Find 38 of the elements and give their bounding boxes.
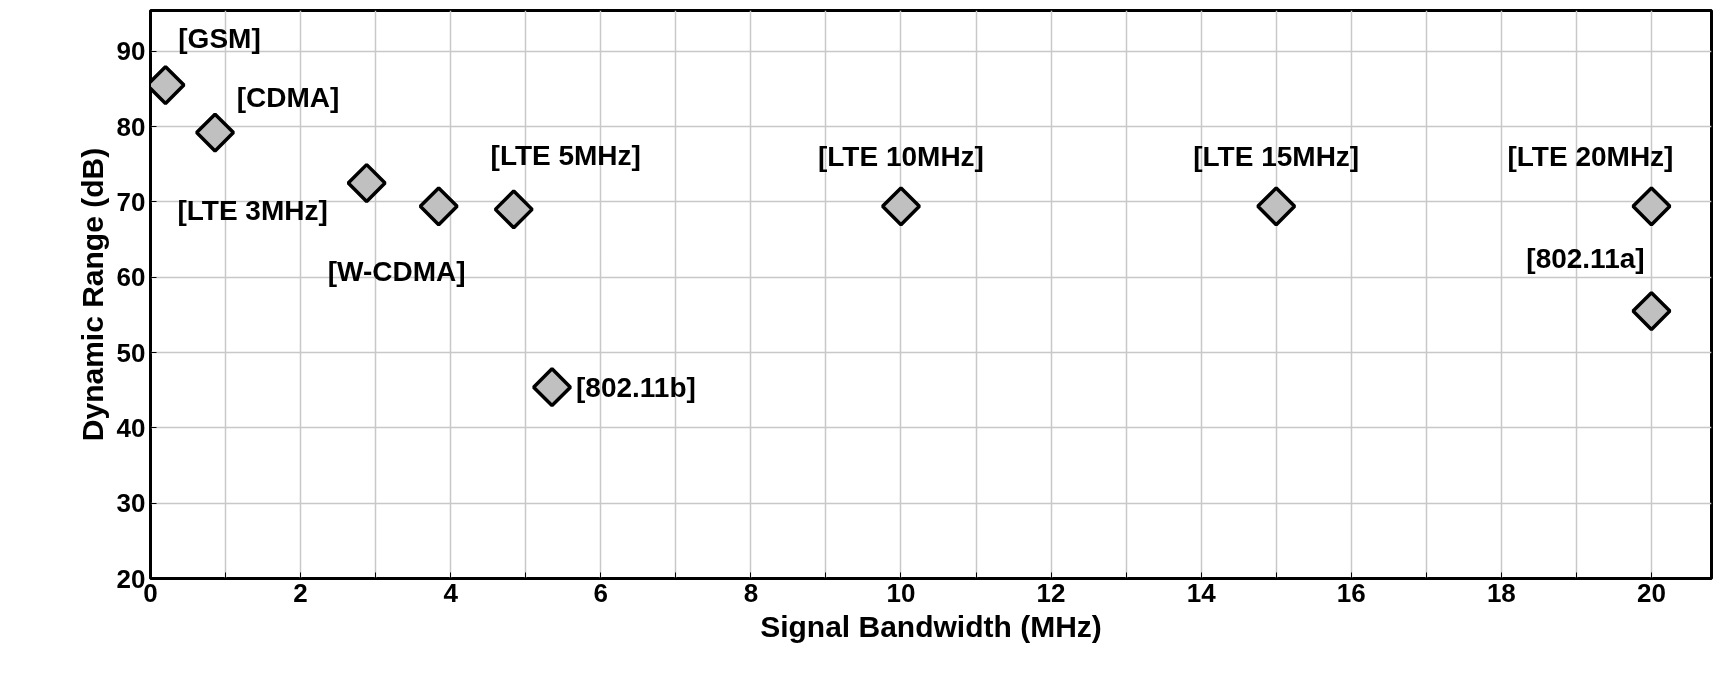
x-tick-label: 14 <box>1186 577 1217 608</box>
point <box>418 186 459 227</box>
annotation: [LTE 3MHz] <box>177 194 328 226</box>
y-tick-label: 50 <box>116 337 146 368</box>
annotation: [GSM] <box>178 22 261 54</box>
point <box>1631 290 1672 332</box>
x-tick-label: 4 <box>443 577 459 608</box>
y-tick-label: 60 <box>116 262 146 293</box>
point <box>1631 186 1672 227</box>
point <box>194 112 236 153</box>
annotation: [802.11a] <box>1526 242 1645 274</box>
x-tick-label: 2 <box>293 577 308 608</box>
x-tick-label: 6 <box>593 577 609 608</box>
x-tick-label: 10 <box>886 577 916 608</box>
annotation: [CDMA] <box>236 82 340 114</box>
point <box>346 162 387 204</box>
x-tick-label: 8 <box>743 577 759 608</box>
x-tick-label: 18 <box>1486 577 1516 608</box>
annotation: [LTE 15MHz] <box>1193 140 1360 172</box>
y-tick-label: 30 <box>116 488 146 519</box>
x-axis-title: Signal Bandwidth (MHz) <box>760 609 1102 643</box>
point <box>531 367 573 408</box>
y-tick-label: 40 <box>116 412 146 443</box>
annotation: [LTE 5MHz] <box>490 139 641 171</box>
annotation: [LTE 10MHz] <box>818 140 984 172</box>
x-tick-label: 20 <box>1637 577 1666 608</box>
annotation: [802.11b] <box>576 371 696 403</box>
y-tick-label: 70 <box>116 186 146 217</box>
y-tick-label: 90 <box>116 36 146 67</box>
annotation: [W-CDMA] <box>327 255 466 287</box>
annotation: [LTE 20MHz] <box>1507 140 1674 172</box>
y-axis-title: Dynamic Range (dB) <box>75 147 109 442</box>
point <box>1256 186 1297 227</box>
x-tick-label: 12 <box>1036 577 1066 608</box>
x-tick-label: 16 <box>1336 577 1366 608</box>
point <box>493 189 534 230</box>
point <box>880 186 922 227</box>
y-tick-label: 80 <box>116 111 146 142</box>
